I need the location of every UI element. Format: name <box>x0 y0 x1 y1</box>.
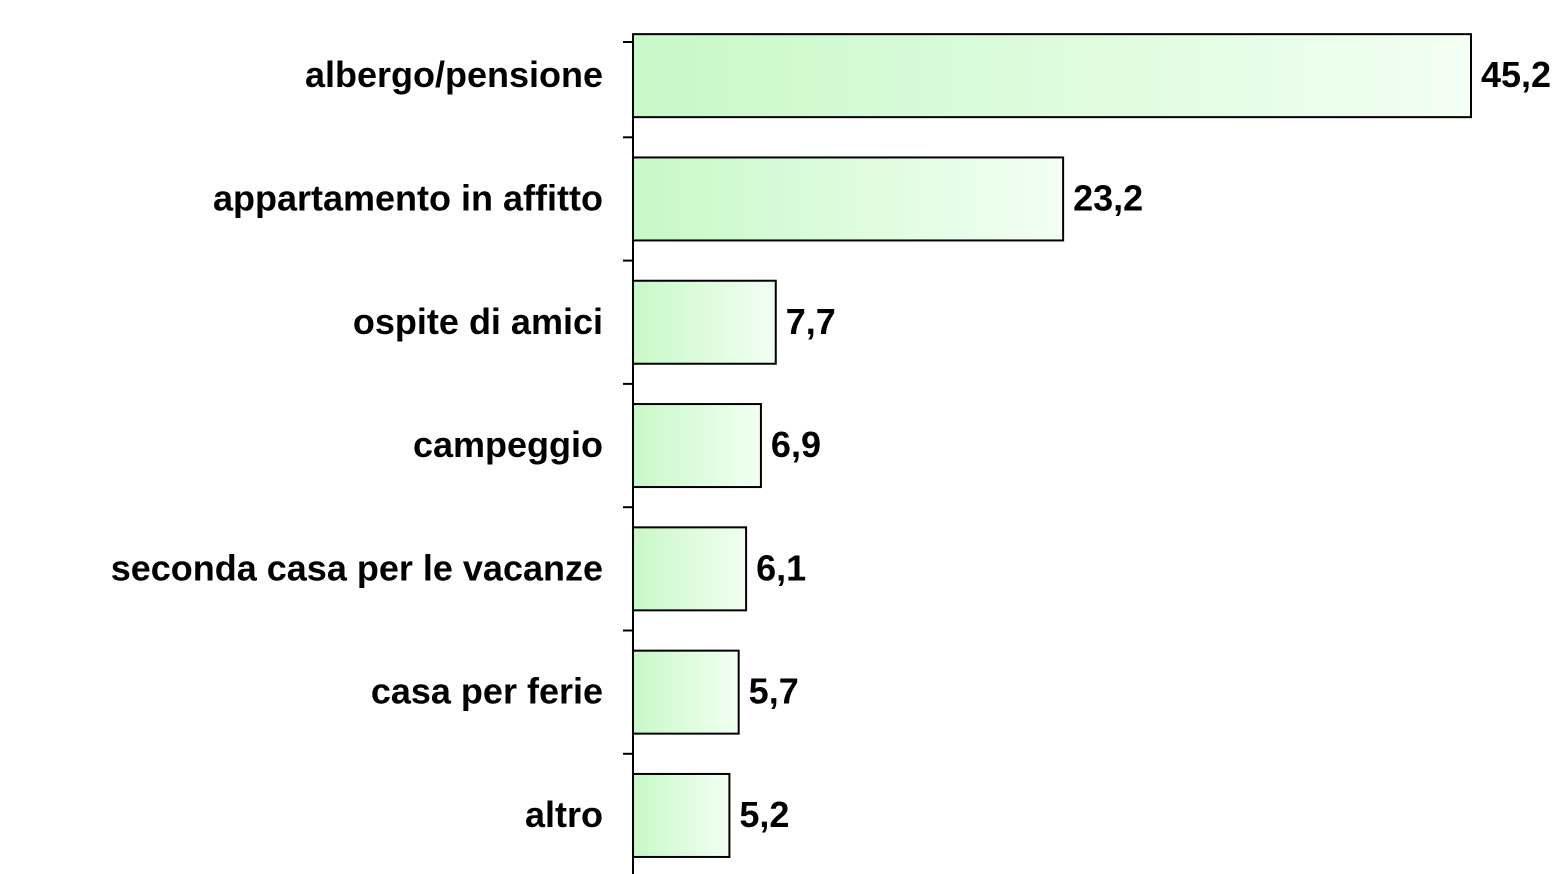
category-label: seconda casa per le vacanze <box>111 547 603 588</box>
bar <box>632 649 740 735</box>
category-label: albergo/pensione <box>305 54 603 95</box>
category-label: appartamento in affitto <box>213 177 603 218</box>
bar <box>632 403 762 489</box>
value-label: 6,9 <box>771 424 821 465</box>
value-label: 23,2 <box>1073 177 1143 218</box>
bar <box>632 772 731 858</box>
value-label: 7,7 <box>786 301 836 342</box>
bar <box>632 526 748 612</box>
category-label: altro <box>525 794 603 835</box>
value-label: 6,1 <box>756 547 806 588</box>
category-label: ospite di amici <box>353 301 603 342</box>
bar <box>632 33 1473 119</box>
category-label: campeggio <box>413 424 603 465</box>
value-label: 45,2 <box>1481 54 1551 95</box>
value-label: 5,7 <box>749 671 799 712</box>
bar <box>632 156 1065 242</box>
category-label: casa per ferie <box>371 671 603 712</box>
value-label: 5,2 <box>739 794 789 835</box>
bar <box>632 279 777 365</box>
